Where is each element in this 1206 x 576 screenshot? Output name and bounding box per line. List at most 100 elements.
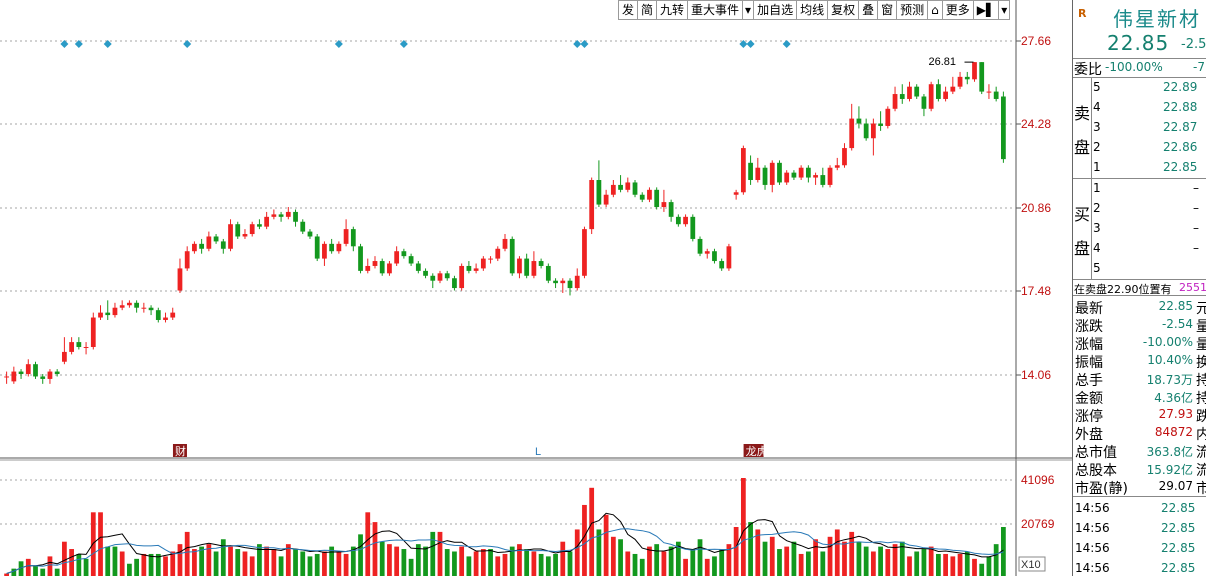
toolbar-btn-moving-average[interactable]: 均线: [797, 0, 829, 20]
candle-body: [993, 91, 999, 99]
tick-list[interactable]: 14:56 22.85 14:56 22.85 14:56 22.85 14:56 22.85: [1073, 496, 1206, 576]
toolbar-btn-window[interactable]: 窗: [878, 0, 898, 20]
volume-bar: [387, 544, 392, 576]
buy-order-row[interactable]: 3–: [1073, 219, 1206, 239]
candle-body: [54, 371, 60, 375]
toolbar-btn-more[interactable]: 更多: [942, 0, 974, 20]
sell-order-row[interactable]: 3 22.87: [1073, 118, 1206, 138]
tick-row: 14:56 22.85: [1073, 557, 1206, 576]
volume-bar: [509, 546, 515, 576]
candle-body: [842, 148, 847, 166]
candle-body: [784, 172, 790, 183]
buy-order-row[interactable]: 5: [1073, 259, 1206, 279]
weibi-diff: -7: [1193, 60, 1205, 74]
sell-order-level: 5: [1093, 80, 1101, 94]
dropdown-arrow-icon[interactable]: ▾: [743, 0, 755, 20]
sell-order-row[interactable]: 2 22.86: [1073, 138, 1206, 158]
candle-body: [574, 275, 580, 289]
volume-bar: [740, 478, 746, 576]
volume-bar: [105, 546, 111, 576]
buy-order-volume: –: [1193, 241, 1199, 255]
toolbar-btn-overlay[interactable]: 叠: [859, 0, 879, 20]
toolbar-btn-major-events[interactable]: 重大事件: [688, 0, 744, 20]
candle-body: [177, 268, 183, 291]
candle-body: [805, 167, 811, 178]
volume-bar: [863, 546, 869, 576]
toolbar-dropdown-icon[interactable]: ▾: [999, 0, 1011, 20]
candle-body: [625, 182, 631, 190]
lock-icon[interactable]: ⌂: [928, 0, 943, 20]
volume-bar: [885, 549, 891, 576]
toolbar-btn-add-watchlist[interactable]: 加自选: [754, 0, 798, 20]
volume-bar: [618, 539, 623, 576]
toolbar-btn-fa[interactable]: 发: [618, 0, 639, 20]
tick-time: 14:56: [1075, 501, 1110, 515]
candle-body: [791, 172, 797, 178]
volume-bar: [112, 546, 118, 576]
volume-bar: [632, 553, 638, 576]
volume-bar: [712, 556, 717, 576]
volume-bar: [33, 566, 38, 576]
signal-diamond: [399, 40, 408, 48]
signal-diamond: [103, 40, 112, 48]
volume-bar: [964, 551, 970, 576]
sell-info-value: 2551: [1179, 281, 1206, 294]
toolbar-btn-jian[interactable]: 简: [638, 0, 658, 20]
buy-order-row[interactable]: 4–: [1073, 239, 1206, 259]
candle-body: [394, 251, 400, 264]
candle-body: [76, 342, 82, 348]
candle-body: [921, 96, 927, 109]
volume-bar: [625, 551, 631, 576]
stat-next-label: 市: [1196, 478, 1206, 498]
candle-body: [119, 305, 125, 308]
volume-bar: [943, 553, 948, 576]
volume-bar: [596, 529, 602, 576]
candle-body: [235, 224, 241, 237]
volume-bar: [141, 553, 147, 576]
candle-body: [365, 265, 371, 271]
volume-bar: [769, 536, 775, 576]
volume-bar: [213, 551, 219, 576]
volume-bar: [762, 541, 768, 576]
volume-bar: [83, 558, 89, 576]
volume-bar: [18, 561, 24, 576]
volume-bar: [567, 551, 573, 576]
tick-row: 14:56 22.85: [1073, 497, 1206, 517]
toolbar-btn-forecast[interactable]: 预测: [897, 0, 929, 20]
signal-diamond: [746, 40, 755, 48]
stat-label: 外盘: [1075, 427, 1103, 443]
toolbar-btn-jiuzhuan[interactable]: 九转: [657, 0, 689, 20]
volume-bar: [264, 546, 270, 576]
signal-diamond: [74, 40, 83, 48]
kline-chart[interactable]: 27.66 24.28 20.86 17.48 14.06 41096 20769 X10 26…: [0, 0, 1072, 576]
chart-canvas[interactable]: 27.66 24.28 20.86 17.48 14.06 41096 20769 X10 26…: [0, 0, 1072, 576]
candle-body: [748, 162, 753, 181]
candle-body: [820, 175, 826, 185]
sell-order-row[interactable]: 5 22.89: [1073, 78, 1206, 98]
volume-bar: [350, 546, 356, 576]
volume-bar: [733, 527, 739, 576]
quote-header: R 伟星新材 22.85 -2.5: [1073, 0, 1206, 59]
candle-body: [690, 216, 696, 239]
candle-body: [769, 162, 775, 185]
volume-bar: [372, 522, 378, 576]
volume-bar: [459, 546, 465, 576]
volume-bar: [748, 522, 753, 576]
candle-body: [488, 258, 493, 260]
volume-bar: [856, 541, 862, 576]
expand-panel-icon[interactable]: ▶▌: [973, 0, 1000, 20]
volume-bar: [907, 556, 912, 576]
sell-order-row[interactable]: 4 22.88: [1073, 98, 1206, 118]
tick-price: 22.85: [1161, 521, 1196, 535]
candle-body: [683, 216, 688, 225]
stat-label: 总股本: [1075, 463, 1117, 479]
volume-bar: [842, 541, 847, 576]
toolbar-btn-adjust[interactable]: 复权: [828, 0, 860, 20]
sell-order-row[interactable]: 1 22.85: [1073, 158, 1206, 178]
volume-bar: [40, 568, 46, 576]
buy-order-row[interactable]: 2–: [1073, 199, 1206, 219]
volume-bar: [574, 529, 580, 576]
volume-bar: [654, 544, 660, 576]
buy-order-row[interactable]: 1–: [1073, 179, 1206, 199]
stat-next-label: 流: [1196, 460, 1206, 480]
